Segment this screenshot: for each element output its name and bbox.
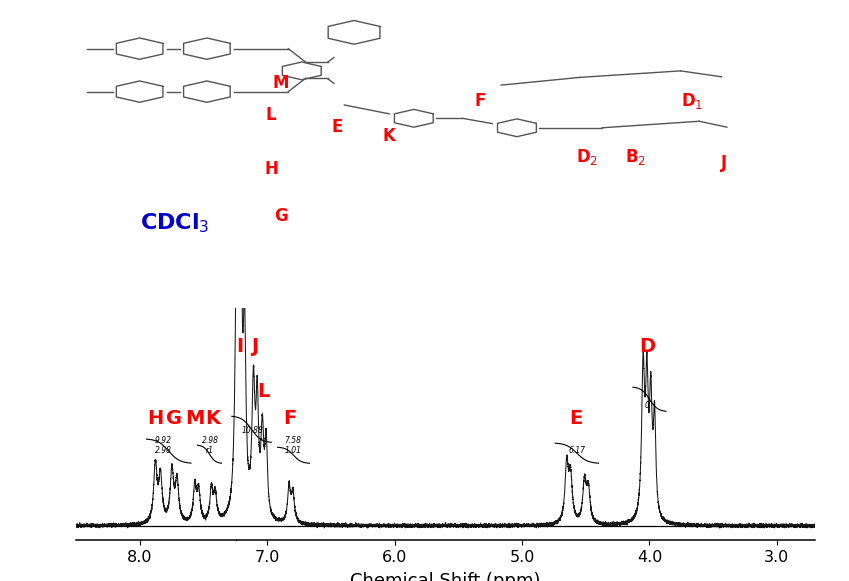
Text: M: M bbox=[185, 409, 205, 428]
Text: J: J bbox=[251, 336, 258, 356]
Text: L: L bbox=[266, 106, 277, 124]
Text: CDCl$_3$: CDCl$_3$ bbox=[140, 212, 210, 235]
X-axis label: Chemical Shift (ppm): Chemical Shift (ppm) bbox=[351, 572, 541, 581]
Text: 7.58
1.01: 7.58 1.01 bbox=[284, 436, 301, 456]
Text: 2.98
r1: 2.98 r1 bbox=[201, 436, 219, 456]
Text: G: G bbox=[166, 409, 183, 428]
Text: I: I bbox=[236, 336, 243, 356]
Text: G: G bbox=[274, 207, 288, 225]
Text: F: F bbox=[475, 92, 486, 109]
Text: H: H bbox=[264, 160, 278, 178]
Text: M: M bbox=[273, 74, 290, 92]
Text: B$_2$: B$_2$ bbox=[625, 147, 646, 167]
Text: 9.92
2.98: 9.92 2.98 bbox=[155, 436, 171, 456]
Text: J: J bbox=[721, 154, 727, 172]
Text: 10.88: 10.88 bbox=[241, 425, 263, 435]
Text: 6.17: 6.17 bbox=[568, 446, 586, 456]
Text: D$_2$: D$_2$ bbox=[576, 147, 599, 167]
Text: D: D bbox=[639, 336, 655, 356]
Text: F: F bbox=[284, 409, 297, 428]
Text: H: H bbox=[147, 409, 164, 428]
Text: L: L bbox=[257, 382, 270, 401]
Text: K: K bbox=[205, 409, 220, 428]
Text: E: E bbox=[331, 118, 342, 136]
Text: D$_1$: D$_1$ bbox=[681, 91, 703, 110]
Text: K: K bbox=[383, 127, 396, 145]
Text: 0: 0 bbox=[644, 401, 649, 410]
Text: E: E bbox=[569, 409, 582, 428]
